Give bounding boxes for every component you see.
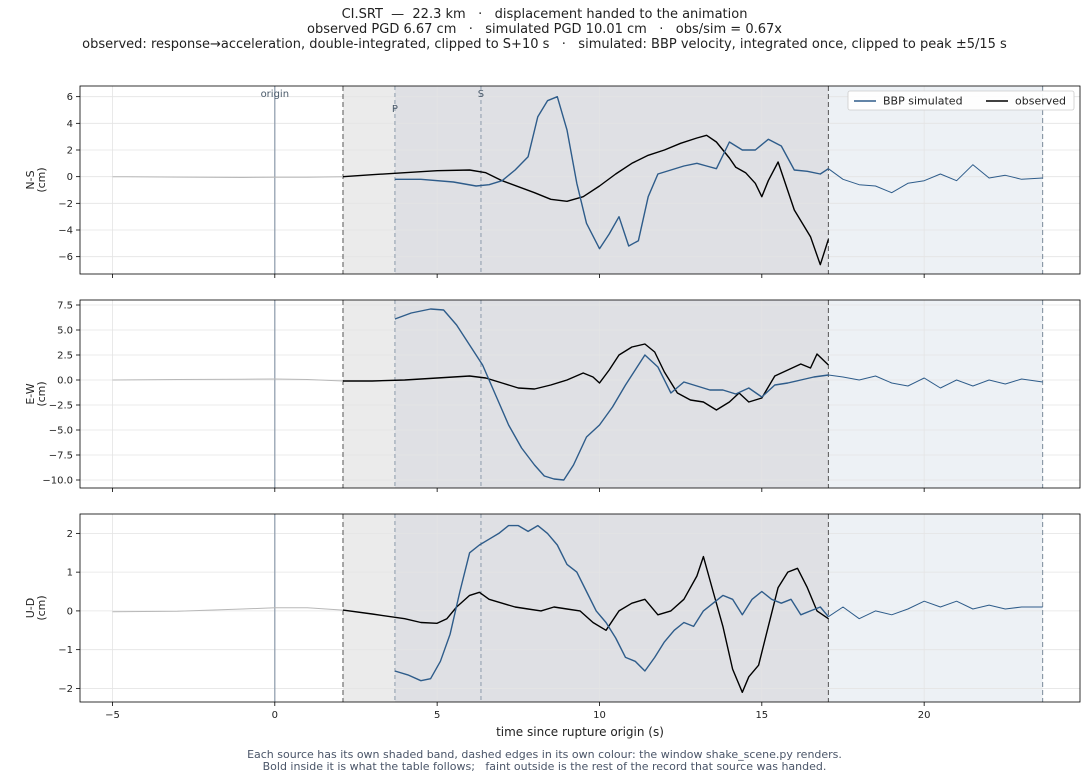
x-tick-label: 0 bbox=[272, 710, 278, 721]
observed-trace-faint bbox=[112, 176, 344, 178]
panel-frame bbox=[79, 513, 1081, 703]
y-tick-label: −10.0 bbox=[42, 476, 73, 487]
marker-label-P: P bbox=[392, 104, 398, 115]
footer-note-line-2: Bold inside it is what the table follows… bbox=[262, 760, 827, 773]
y-axis-label: (cm) bbox=[35, 595, 48, 620]
y-axis-label: E-W bbox=[24, 383, 37, 404]
y-tick-label: 1 bbox=[67, 568, 73, 579]
observed-trace-faint bbox=[112, 607, 344, 613]
panel-frame bbox=[79, 299, 1081, 489]
overlap-window-band bbox=[394, 514, 829, 702]
y-axis-label: N-S bbox=[24, 170, 37, 189]
panel-n-s: −6 −4 −2 0 2 4 6 N-S(cm) origin P S BBP simulated ob… bbox=[24, 85, 1081, 278]
overlap-window-band bbox=[394, 300, 829, 488]
y-axis-label: (cm) bbox=[35, 167, 48, 192]
figure-title-line-1: CI.SRT — 22.3 km · displacement handed t… bbox=[341, 7, 748, 22]
y-tick-label: −1 bbox=[58, 645, 73, 656]
panel-e-w: −10.0 −7.5 −5.0 −2.5 0.0 2.5 5.0 7.5 E-W(cm) bbox=[24, 299, 1081, 492]
y-tick-label: −6 bbox=[58, 252, 73, 263]
y-tick-label: 2 bbox=[67, 146, 73, 157]
y-tick-label: 7.5 bbox=[57, 301, 73, 312]
simulated-window-band bbox=[828, 514, 1043, 702]
y-tick-label: 0 bbox=[67, 606, 73, 617]
figure-title-line-2: observed PGD 6.67 cm · simulated PGD 10.… bbox=[307, 22, 782, 37]
x-tick-label: −5 bbox=[105, 710, 120, 721]
y-tick-label: −2 bbox=[58, 199, 73, 210]
x-tick-label: 10 bbox=[593, 710, 606, 721]
y-tick-label: 2 bbox=[67, 529, 73, 540]
y-tick-label: −2 bbox=[58, 684, 73, 695]
y-tick-label: 6 bbox=[67, 92, 73, 103]
simulated-trace-bold bbox=[394, 524, 829, 682]
legend-box bbox=[847, 90, 1075, 111]
simulated-trace-bold bbox=[394, 96, 829, 250]
y-tick-label: 4 bbox=[67, 119, 73, 130]
figure-title-line-3: observed: response→acceleration, double-… bbox=[82, 37, 1007, 52]
y-tick-label: 2.5 bbox=[57, 351, 73, 362]
observed-window-band bbox=[342, 514, 395, 702]
x-tick-label: 5 bbox=[434, 710, 440, 721]
simulated-window-band bbox=[828, 86, 1043, 274]
footer-note-line-1: Each source has its own shaded band, das… bbox=[247, 748, 842, 761]
y-tick-label: 0 bbox=[67, 172, 73, 183]
x-tick-label: 20 bbox=[918, 710, 931, 721]
legend-simulated-label: BBP simulated bbox=[883, 95, 963, 108]
y-tick-label: −2.5 bbox=[49, 401, 73, 412]
simulated-window-band bbox=[828, 300, 1043, 488]
simulated-trace-faint bbox=[828, 374, 1043, 389]
observed-trace-bold bbox=[343, 343, 829, 411]
observed-window-band bbox=[342, 86, 395, 274]
simulated-trace-bold bbox=[394, 308, 829, 481]
marker-label-origin: origin bbox=[261, 89, 289, 100]
y-tick-label: −7.5 bbox=[49, 451, 73, 462]
observed-window-band bbox=[342, 300, 395, 488]
y-axis-label: (cm) bbox=[35, 381, 48, 406]
y-tick-label: −5.0 bbox=[49, 426, 73, 437]
observed-trace-bold bbox=[342, 555, 829, 693]
marker-label-S: S bbox=[478, 89, 484, 100]
panel-frame bbox=[79, 85, 1081, 275]
x-axis-label: time since rupture origin (s) bbox=[496, 725, 664, 739]
legend-observed-label: observed bbox=[1015, 95, 1066, 108]
observed-trace-faint bbox=[112, 378, 344, 382]
observed-trace-bold bbox=[342, 134, 830, 266]
simulated-trace-faint bbox=[828, 164, 1043, 194]
x-tick-label: 15 bbox=[755, 710, 768, 721]
panel-u-d: −2 −1 0 1 2 U-D(cm) −5 0 5 10 15 20 time since ruptu… bbox=[24, 513, 1081, 739]
y-tick-label: 0.0 bbox=[57, 376, 73, 387]
simulated-trace-faint bbox=[828, 600, 1043, 620]
overlap-window-band bbox=[394, 86, 829, 274]
y-tick-label: 5.0 bbox=[57, 326, 73, 337]
y-tick-label: −4 bbox=[58, 226, 73, 237]
y-axis-label: U-D bbox=[24, 598, 37, 619]
